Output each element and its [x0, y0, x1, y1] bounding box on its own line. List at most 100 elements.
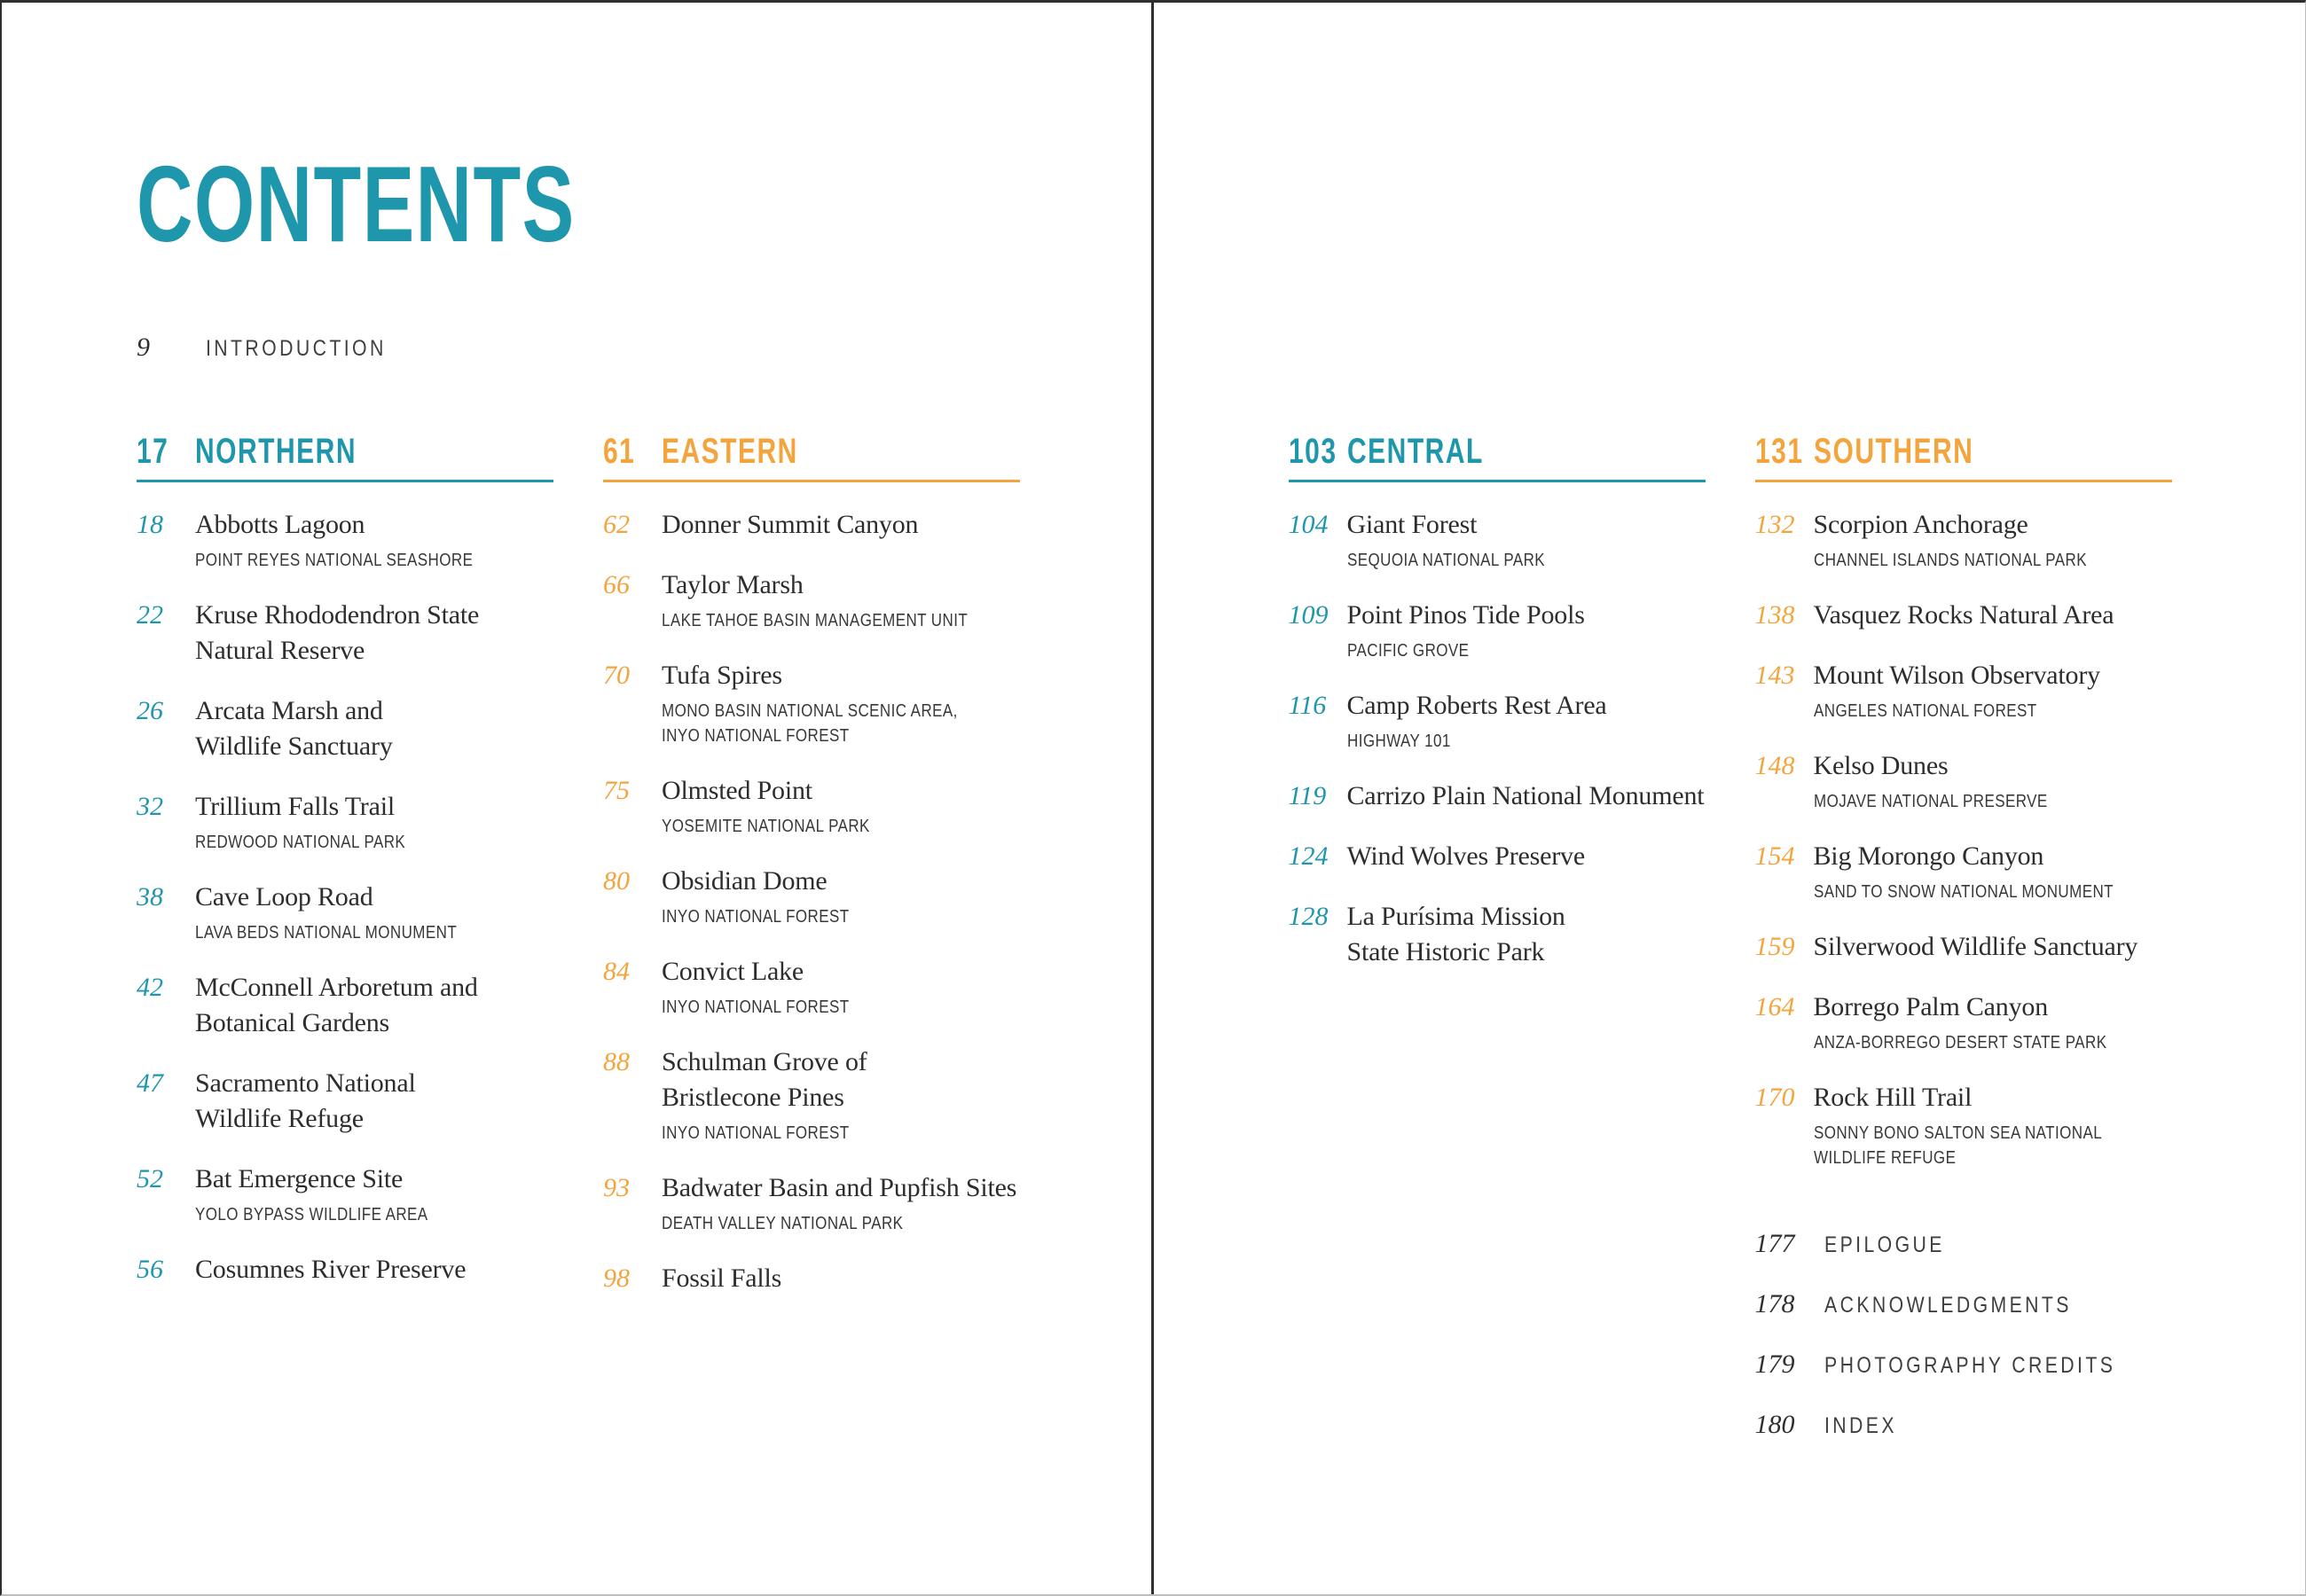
entry-body: Big Morongo Canyon SAND TO SNOW NATIONAL … — [1814, 839, 2172, 904]
entry-subtitle-line: INYO NATIONAL FOREST — [662, 907, 850, 927]
entry-title-line: Rock Hill Trail — [1813, 1083, 1973, 1112]
entry-title-line: Arcata Marsh and — [195, 696, 383, 725]
entry-subtitle-line: YOLO BYPASS WILDLIFE AREA — [195, 1205, 428, 1224]
entry-title-line: Vasquez Rocks Natural Area — [1813, 600, 2114, 630]
entry-title-line: Badwater Basin and Pupfish Sites — [662, 1173, 1017, 1202]
entry-title-line: Trillium Falls Trail — [195, 792, 395, 821]
entry-title-line: Kruse Rhododendron State — [195, 600, 480, 630]
section-page-number-cell: 103 — [1289, 434, 1347, 469]
entry-subtitle: POINT REYES NATIONAL SEASHORE — [195, 548, 499, 573]
entry-body: Schulman Grove of Bristlecone Pines INYO N… — [662, 1044, 1020, 1146]
entry-subtitle-line: INYO NATIONAL FOREST — [662, 998, 850, 1017]
toc-section: 61 EASTERN 62 Donner Summit Canyon 66 Taylo… — [603, 434, 1020, 1321]
toc-entry: 70 Tufa Spires MONO BASIN NATIONAL SCENIC … — [603, 658, 1020, 748]
entry-title-line: Sacramento National — [195, 1068, 416, 1098]
section-page-number-cell: 61 — [603, 434, 662, 469]
entry-page-number: 80 — [603, 866, 630, 896]
entry-subtitle: YOLO BYPASS WILDLIFE AREA — [195, 1202, 499, 1227]
section-page-number-cell: 17 — [137, 434, 195, 469]
entry-body: Silverwood Wildlife Sanctuary — [1814, 929, 2172, 965]
intro-page-number: 9 — [137, 332, 150, 362]
entry-page-number: 159 — [1754, 932, 1795, 961]
entry-title-line: McConnell Arboretum and — [195, 973, 478, 1002]
entry-title-line: Wildlife Sanctuary — [195, 732, 393, 761]
toc-entry: 128 La Purísima Mission State Historic Par… — [1289, 899, 1706, 970]
toc-entry: 116 Camp Roberts Rest Area HIGHWAY 101 — [1289, 688, 1706, 754]
section-entries: 62 Donner Summit Canyon 66 Taylor Marsh LAKE… — [603, 507, 1020, 1296]
toc-entry: 62 Donner Summit Canyon — [603, 507, 1020, 543]
page-title: CONTENTS — [137, 144, 576, 264]
toc-entry: 98 Fossil Falls — [603, 1261, 1020, 1296]
entry-page-number: 84 — [603, 957, 630, 986]
entry-title-line: Borrego Palm Canyon — [1813, 992, 2049, 1021]
entry-body: Cosumnes River Preserve — [195, 1252, 553, 1287]
toc-entry: 26 Arcata Marsh and Wildlife Sanctuary — [137, 693, 553, 764]
entry-subtitle-line: HIGHWAY 101 — [1346, 732, 1451, 751]
entry-subtitle: SEQUOIA NATIONAL PARK — [1347, 548, 1651, 573]
toc-entry: 42 McConnell Arboretum and Botanical Garde… — [137, 970, 553, 1041]
entry-page-number: 128 — [1288, 902, 1329, 931]
toc-section: 103 CENTRAL 104 Giant Forest SEQUOIA NATIO… — [1288, 434, 1706, 1470]
entry-page-number: 18 — [137, 510, 163, 539]
entry-title-line: Wildlife Refuge — [195, 1104, 364, 1133]
entry-title-line: State Historic Park — [1346, 937, 1545, 966]
end-matter-page-number: 179 — [1754, 1350, 1795, 1379]
entry-body: Taylor Marsh LAKE TAHOE BASIN MANAGEMENT … — [662, 567, 1020, 633]
entry-title-line: Bat Emergence Site — [195, 1164, 404, 1193]
entry-body: La Purísima Mission State Historic Park — [1347, 899, 1706, 970]
entry-subtitle-line: ANGELES NATIONAL FOREST — [1813, 701, 2037, 721]
entry-body: Sacramento National Wildlife Refuge — [195, 1066, 553, 1137]
entry-page-number: 47 — [137, 1068, 163, 1098]
toc-entry: 154 Big Morongo Canyon SAND TO SNOW NATION… — [1755, 839, 2172, 904]
entry-page-number: 143 — [1754, 661, 1795, 690]
entry-subtitle-line: MOJAVE NATIONAL PRESERVE — [1813, 792, 2048, 811]
entry-body: Carrizo Plain National Monument — [1347, 778, 1706, 814]
end-matter-label: ACKNOWLEDGMENTS — [1824, 1293, 2072, 1318]
section-page-number: 103 — [1288, 432, 1337, 471]
entry-page-number: 124 — [1288, 841, 1329, 871]
entry-body: Olmsted Point YOSEMITE NATIONAL PARK — [662, 773, 1020, 839]
entry-title-line: Bristlecone Pines — [662, 1083, 844, 1112]
section-header: 103 CENTRAL — [1289, 434, 1706, 469]
entry-subtitle-line: ANZA-BORREGO DESERT STATE PARK — [1813, 1033, 2106, 1052]
toc-entry: 18 Abbotts Lagoon POINT REYES NATIONAL SEA… — [137, 507, 553, 573]
entry-page-number: 52 — [137, 1164, 163, 1193]
toc-entry: 52 Bat Emergence Site YOLO BYPASS WILDLIFE… — [137, 1162, 553, 1227]
end-matter-row: 177 EPILOGUE — [1755, 1229, 2172, 1259]
end-matter-row: 179 PHOTOGRAPHY CREDITS — [1755, 1350, 2172, 1380]
section-entries: 104 Giant Forest SEQUOIA NATIONAL PARK 109 P… — [1289, 507, 1706, 970]
end-matter-row: 180 INDEX — [1755, 1410, 2172, 1440]
section-title: EASTERN — [662, 432, 798, 471]
page-left: CONTENTS 9 INTRODUCTION 17 NORTHERN 18 Ab… — [2, 3, 1154, 1594]
toc-section: 17 NORTHERN 18 Abbotts Lagoon POINT REYES … — [137, 434, 553, 1321]
entry-title-line: Obsidian Dome — [662, 866, 827, 896]
entry-body: Badwater Basin and Pupfish Sites DEATH VA… — [662, 1170, 1020, 1236]
entry-page-number: 32 — [137, 792, 163, 821]
toc-section: 131 SOUTHERN 132 Scorpion Anchorage CHANNE… — [1754, 434, 2172, 1470]
entry-title-line: Cave Loop Road — [195, 882, 373, 911]
intro-label: INTRODUCTION — [206, 336, 387, 361]
entry-body: Vasquez Rocks Natural Area — [1814, 598, 2172, 633]
entry-body: Trillium Falls Trail REDWOOD NATIONAL PAR… — [195, 789, 553, 855]
end-matter-label: EPILOGUE — [1824, 1232, 1945, 1257]
entry-subtitle-line: INYO NATIONAL FOREST — [662, 726, 850, 746]
entry-subtitle: REDWOOD NATIONAL PARK — [195, 830, 499, 855]
toc-entry: 143 Mount Wilson Observatory ANGELES NATIO… — [1755, 658, 2172, 724]
section-header: 131 SOUTHERN — [1755, 434, 2172, 469]
entry-body: Abbotts Lagoon POINT REYES NATIONAL SEASH… — [195, 507, 553, 573]
entry-title-line: Wind Wolves Preserve — [1346, 841, 1586, 871]
entry-body: Kelso Dunes MOJAVE NATIONAL PRESERVE — [1814, 748, 2172, 814]
toc-entry: 104 Giant Forest SEQUOIA NATIONAL PARK — [1289, 507, 1706, 573]
entry-page-number: 56 — [137, 1255, 163, 1284]
toc-entry: 88 Schulman Grove of Bristlecone Pines INYO… — [603, 1044, 1020, 1146]
entry-subtitle: INYO NATIONAL FOREST — [662, 1121, 966, 1146]
entry-body: Bat Emergence Site YOLO BYPASS WILDLIFE A… — [195, 1162, 553, 1227]
entry-title-line: La Purísima Mission — [1346, 902, 1565, 931]
entry-title-line: Fossil Falls — [662, 1264, 782, 1293]
section-page-number: 61 — [603, 432, 636, 471]
section-title: CENTRAL — [1346, 432, 1484, 471]
entry-subtitle-line: SEQUOIA NATIONAL PARK — [1346, 551, 1545, 570]
entry-title-line: Point Pinos Tide Pools — [1346, 600, 1585, 630]
end-matter-row: 178 ACKNOWLEDGMENTS — [1755, 1289, 2172, 1319]
entry-body: Convict Lake INYO NATIONAL FOREST — [662, 954, 1020, 1020]
